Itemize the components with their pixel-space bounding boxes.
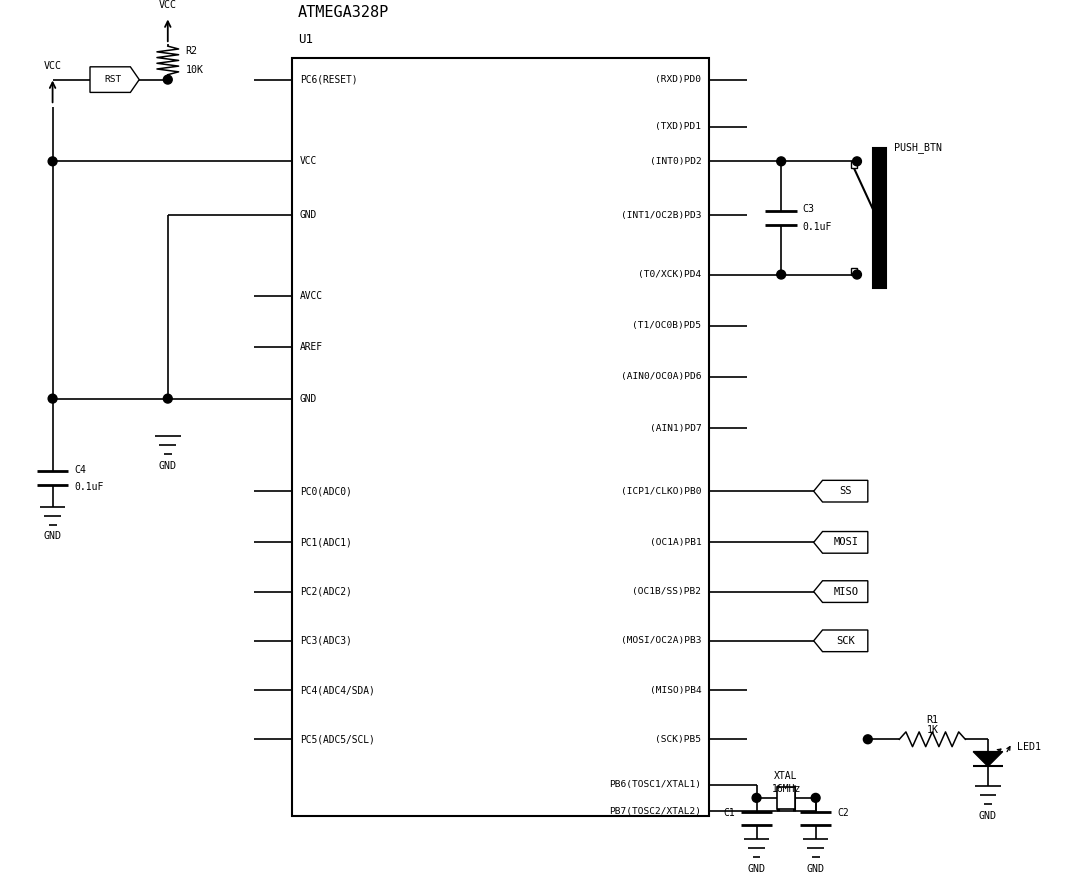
Circle shape [48,395,57,403]
Polygon shape [90,67,140,93]
Text: U1: U1 [297,33,313,45]
Bar [778,787,795,808]
Polygon shape [973,752,1003,766]
Text: (MISO)PB4: (MISO)PB4 [650,685,701,695]
Text: PC4(ADC4/SDA): PC4(ADC4/SDA) [300,685,375,695]
Circle shape [163,395,172,403]
Text: C2: C2 [838,808,850,818]
Polygon shape [814,581,868,602]
Text: MOSI: MOSI [833,538,858,547]
Text: R1: R1 [926,715,939,725]
Text: VCC: VCC [44,61,61,71]
Bar [851,268,857,275]
Text: LED1: LED1 [1017,742,1042,752]
Text: (RXD)PD0: (RXD)PD0 [655,75,701,84]
Text: (TXD)PD1: (TXD)PD1 [655,122,701,131]
Bar [292,58,709,816]
Text: GND: GND [978,811,997,821]
Text: 0.1uF: 0.1uF [803,222,832,232]
Text: GND: GND [807,863,825,873]
Circle shape [811,794,821,802]
Text: 16MHz: 16MHz [771,784,801,794]
Text: PC1(ADC1): PC1(ADC1) [300,538,351,547]
Circle shape [777,157,785,166]
Text: C3: C3 [803,204,815,214]
Polygon shape [814,630,868,651]
Text: PC5(ADC5/SCL): PC5(ADC5/SCL) [300,734,375,745]
Text: AVCC: AVCC [300,292,322,301]
Text: 1K: 1K [926,725,939,735]
Text: PC6(RESET): PC6(RESET) [300,74,358,85]
Text: PC0(ADC0): PC0(ADC0) [300,486,351,496]
Text: ATMEGA328P: ATMEGA328P [297,5,389,20]
Text: (T0/XCK)PD4: (T0/XCK)PD4 [638,270,701,279]
Text: MISO: MISO [833,587,858,596]
Text: XTAL: XTAL [774,771,798,781]
Text: (AIN1)PD7: (AIN1)PD7 [650,423,701,433]
Text: (OC1B/SS)PB2: (OC1B/SS)PB2 [633,588,701,596]
Text: (MOSI/OC2A)PB3: (MOSI/OC2A)PB3 [621,636,701,645]
Circle shape [777,270,785,279]
Text: (AIN0/OC0A)PD6: (AIN0/OC0A)PD6 [621,373,701,382]
Circle shape [752,794,761,802]
Text: PC3(ADC3): PC3(ADC3) [300,636,351,646]
Text: 10K: 10K [186,65,203,75]
Bar [851,162,857,168]
Text: GND: GND [159,461,177,471]
Text: PC2(ADC2): PC2(ADC2) [300,587,351,596]
Text: GND: GND [44,532,61,541]
Text: SS: SS [840,486,852,496]
Bar [873,148,886,288]
Text: C4: C4 [74,464,86,475]
Polygon shape [814,532,868,553]
Text: VCC: VCC [300,156,317,167]
Circle shape [853,157,861,166]
Text: PB7(TOSC2/XTAL2): PB7(TOSC2/XTAL2) [609,807,701,815]
Text: GND: GND [300,394,317,403]
Text: (INT0)PD2: (INT0)PD2 [650,157,701,166]
Text: 0.1uF: 0.1uF [74,482,103,492]
Text: (INT1/OC2B)PD3: (INT1/OC2B)PD3 [621,211,701,220]
Text: VCC: VCC [159,0,177,10]
Text: SCK: SCK [837,636,855,646]
Text: AREF: AREF [300,342,322,353]
Text: C1: C1 [723,808,735,818]
Text: GND: GND [300,210,317,221]
Text: GND: GND [748,863,766,873]
Text: R2: R2 [186,45,198,56]
Text: RST: RST [104,75,121,84]
Text: PUSH_BTN: PUSH_BTN [895,142,942,153]
Polygon shape [814,480,868,502]
Circle shape [48,157,57,166]
Text: (ICP1/CLKO)PB0: (ICP1/CLKO)PB0 [621,486,701,496]
Text: PB6(TOSC1/XTAL1): PB6(TOSC1/XTAL1) [609,780,701,789]
Circle shape [863,735,872,744]
Circle shape [163,75,172,84]
Text: (SCK)PB5: (SCK)PB5 [655,735,701,744]
Text: (OC1A)PB1: (OC1A)PB1 [650,538,701,546]
Circle shape [853,270,861,279]
Text: (T1/OC0B)PD5: (T1/OC0B)PD5 [633,321,701,330]
